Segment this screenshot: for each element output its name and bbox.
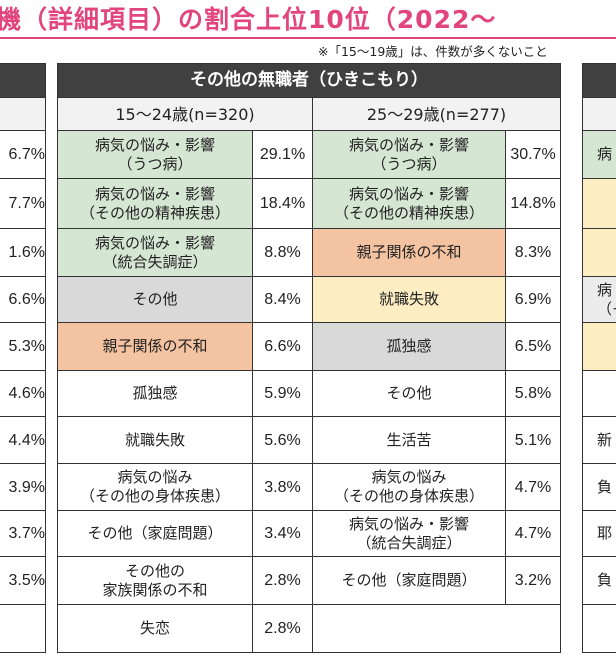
reason-cell: その他（家庭問題）	[312, 556, 506, 605]
value-cell: 4.4%	[0, 416, 46, 464]
table-title: その他の無職者（ひきこもり）	[57, 63, 561, 98]
value-cell: 5.6%	[252, 416, 313, 464]
value-cell: 3.5%	[0, 556, 46, 605]
empty-cell	[312, 604, 561, 653]
subheader-cell	[582, 97, 616, 131]
value-cell: 6.6%	[0, 276, 46, 323]
reason-cell: 孤独感	[312, 322, 506, 371]
value-cell: 4.7%	[505, 510, 561, 557]
value-cell: 4.6%	[0, 370, 46, 417]
value-cell: 2.8%	[252, 556, 313, 605]
value-cell: 4.7%	[505, 463, 561, 511]
value-cell	[0, 604, 46, 653]
value-cell: 18.4%	[252, 178, 313, 229]
value-cell: 6.6%	[252, 322, 313, 371]
reason-cell: 就職失敗	[57, 416, 253, 464]
reason-cell	[582, 178, 616, 229]
reason-cell: 親子関係の不和	[57, 322, 253, 371]
value-cell: 14.8%	[505, 178, 561, 229]
reason-cell: 耶	[582, 510, 616, 557]
reason-cell: 病気の悩み・影響 （統合失調症）	[312, 510, 506, 557]
reason-cell: 失恋	[57, 604, 253, 653]
value-cell: 6.9%	[505, 276, 561, 323]
reason-cell: 病気の悩み・影響 （その他の精神疾患）	[57, 178, 253, 229]
page-title: 機（詳細項目）の割合上位10位（2022～	[0, 5, 497, 34]
value-cell: 3.9%	[0, 463, 46, 511]
reason-cell: 負	[582, 463, 616, 511]
reason-cell: 孤独感	[57, 370, 253, 417]
reason-cell	[582, 228, 616, 277]
value-cell: 6.7%	[0, 130, 46, 179]
reason-cell: 病	[582, 130, 616, 179]
reason-cell: 病気の悩み・影響 （その他の精神疾患）	[312, 178, 506, 229]
value-cell: 6.5%	[505, 322, 561, 371]
reason-cell	[582, 604, 616, 653]
reason-cell: 病気の悩み・影響 （統合失調症）	[57, 228, 253, 277]
value-cell: 5.1%	[505, 416, 561, 464]
value-cell: 2.8%	[252, 604, 313, 653]
reason-cell: 病気の悩み・影響 （うつ病）	[57, 130, 253, 179]
subheader-cell	[0, 97, 46, 131]
group-header: 25～29歳(n=277)	[312, 97, 561, 131]
value-cell: 5.8%	[505, 370, 561, 417]
value-cell: 3.4%	[252, 510, 313, 557]
value-cell: 5.3%	[0, 322, 46, 371]
value-cell: 8.3%	[505, 228, 561, 277]
value-cell: 8.8%	[252, 228, 313, 277]
reason-cell: その他	[57, 276, 253, 323]
value-cell: 30.7%	[505, 130, 561, 179]
reason-cell: 病気の悩み （その他の身体疾患）	[57, 463, 253, 511]
value-cell: 3.8%	[252, 463, 313, 511]
reason-cell: その他の 家族関係の不和	[57, 556, 253, 605]
header-cell	[582, 63, 616, 98]
reason-cell: 親子関係の不和	[312, 228, 506, 277]
reason-cell: 生活苦	[312, 416, 506, 464]
note: ※「15～19歳」は、件数が多くないこと	[318, 44, 548, 59]
value-cell: 8.4%	[252, 276, 313, 323]
header-cell	[0, 63, 46, 98]
value-cell: 7.7%	[0, 178, 46, 229]
group-header: 15～24歳(n=320)	[57, 97, 313, 131]
reason-cell: 就職失敗	[312, 276, 506, 323]
reason-cell: 負	[582, 556, 616, 605]
value-cell: 3.7%	[0, 510, 46, 557]
reason-cell: 病 （そ	[582, 276, 616, 323]
title-rule	[0, 37, 616, 39]
value-cell: 3.2%	[505, 556, 561, 605]
reason-cell: 病気の悩み （その他の身体疾患）	[312, 463, 506, 511]
value-cell: 5.9%	[252, 370, 313, 417]
reason-cell: 病気の悩み・影響 （うつ病）	[312, 130, 506, 179]
reason-cell: その他	[312, 370, 506, 417]
reason-cell	[582, 322, 616, 371]
value-cell: 1.6%	[0, 228, 46, 277]
reason-cell: 新	[582, 416, 616, 464]
reason-cell	[582, 370, 616, 417]
reason-cell: その他（家庭問題）	[57, 510, 253, 557]
value-cell: 29.1%	[252, 130, 313, 179]
